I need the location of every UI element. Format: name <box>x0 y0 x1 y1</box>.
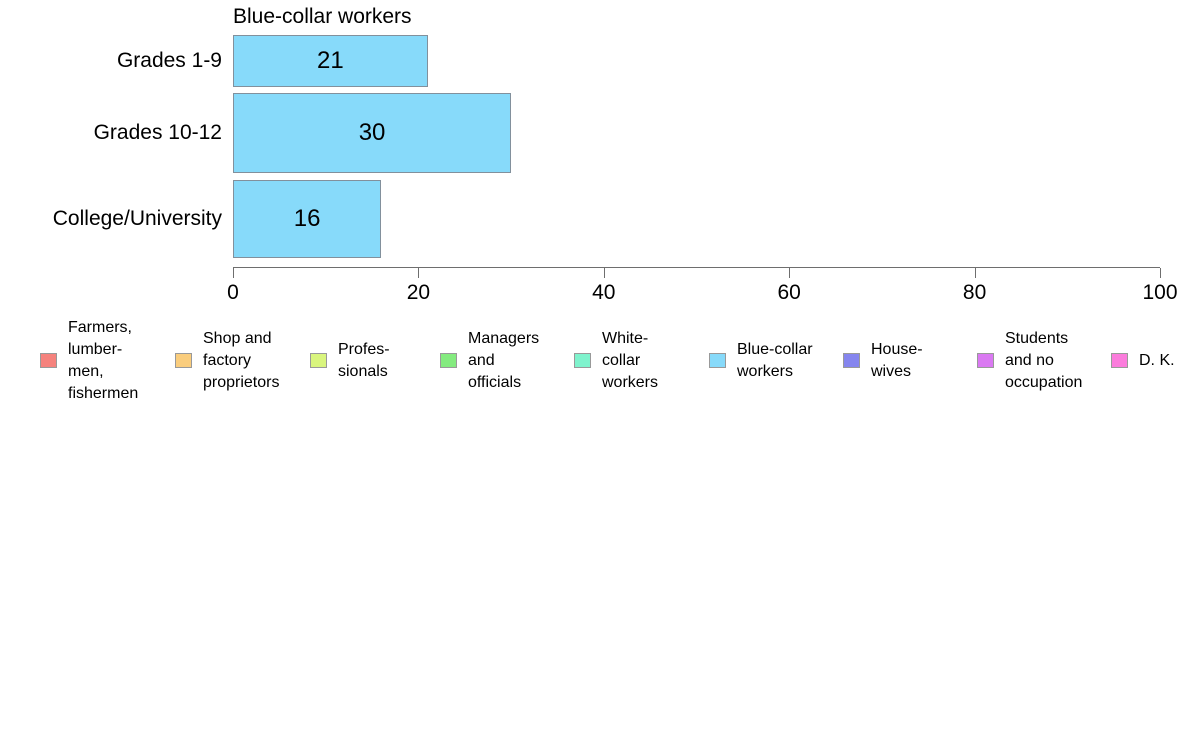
x-tick-mark <box>1160 268 1161 278</box>
legend-item-label: D. K. <box>1139 352 1175 369</box>
bar-value-label: 30 <box>358 119 386 146</box>
legend-item-label: Blue-collar workers <box>737 341 813 380</box>
bar: 21 <box>233 35 428 87</box>
bar-value-label: 16 <box>293 205 321 232</box>
legend-item-label: Managers and officials <box>468 330 540 391</box>
legend-item-label: Shop and factory proprietors <box>203 330 280 391</box>
x-tick-label: 40 <box>592 281 616 304</box>
bar: 30 <box>233 93 512 173</box>
legend-swatch <box>977 353 994 368</box>
bar-value-label: 21 <box>316 47 344 74</box>
legend-swatch <box>1111 353 1128 368</box>
x-tick-mark <box>418 268 420 278</box>
x-tick-label: 80 <box>962 281 987 304</box>
legend-swatch <box>40 353 57 368</box>
category-label: College/University <box>52 207 222 230</box>
x-tick-label: 20 <box>406 281 431 304</box>
x-tick-label: 0 <box>227 281 239 304</box>
legend-item-label: White- collar workers <box>602 330 659 391</box>
legend-swatch <box>843 353 860 368</box>
bar: 16 <box>233 180 382 258</box>
legend-item-label: House- wives <box>871 341 923 380</box>
x-tick-mark <box>789 268 791 278</box>
legend-swatch <box>175 353 192 368</box>
x-tick-mark <box>233 268 234 278</box>
legend-swatch <box>709 353 726 368</box>
x-tick-label: 60 <box>777 281 801 304</box>
x-tick-mark <box>603 268 605 278</box>
legend-swatch <box>310 353 327 368</box>
category-label: Grades 1-9 <box>116 49 222 72</box>
chart-title: Blue-collar workers <box>233 5 412 28</box>
x-axis-line <box>233 267 1160 268</box>
legend-item-label: Profes- sionals <box>338 341 390 380</box>
legend-item-label: Farmers, lumber- men, fishermen <box>68 319 139 402</box>
x-tick-mark <box>974 268 976 278</box>
x-tick-label: 100 <box>1142 281 1178 304</box>
legend-swatch <box>440 353 457 368</box>
category-label: Grades 10-12 <box>93 121 222 144</box>
legend-swatch <box>574 353 591 368</box>
legend-item-label: Students and no occupation <box>1005 330 1083 391</box>
